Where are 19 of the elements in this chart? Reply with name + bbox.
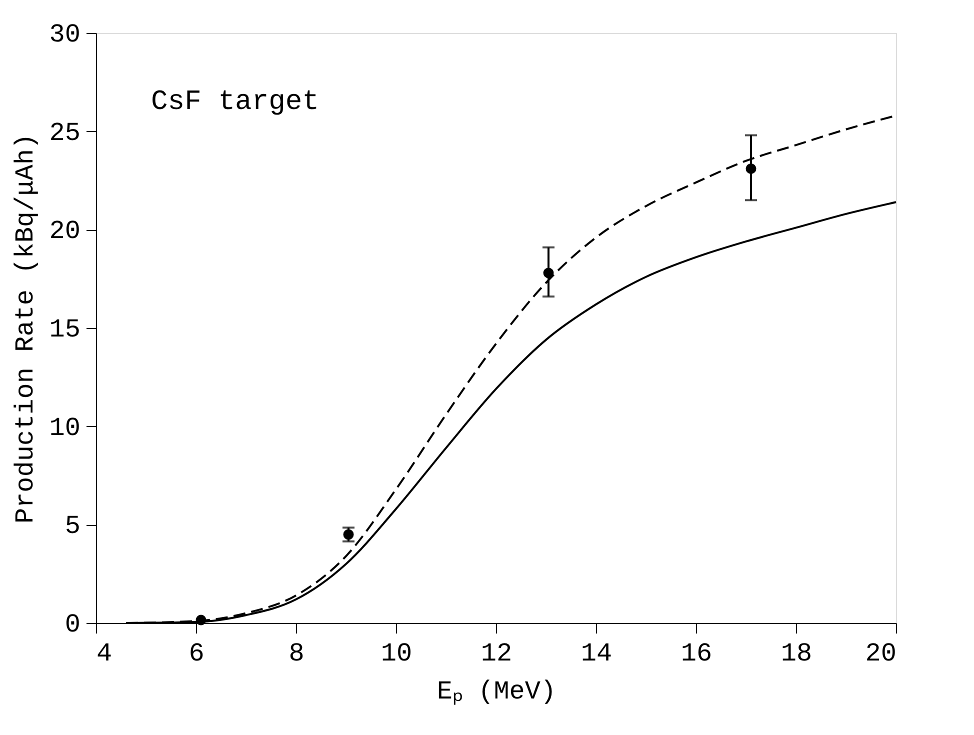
x-tick-label: 12 — [480, 638, 512, 668]
x-tick-label: 16 — [680, 638, 712, 668]
y-tick-label: 5 — [64, 511, 80, 542]
x-tick-label: 10 — [380, 638, 412, 668]
x-tick-label: 20 — [865, 638, 896, 668]
x-tick-label: 18 — [780, 638, 812, 668]
y-tick-label: 25 — [49, 118, 80, 148]
x-tick-label: 4 — [96, 638, 112, 668]
x-axis-title: Eₚ (MeV) — [436, 676, 556, 706]
y-tick-label: 0 — [64, 610, 80, 640]
y-tick-label: 10 — [49, 412, 80, 443]
y-tick-label: 30 — [49, 20, 80, 50]
annotation: CsF target — [151, 87, 320, 118]
y-axis-title: Production Rate (kBq/μAh) — [10, 133, 40, 524]
x-tick-label: 6 — [188, 638, 204, 668]
y-tick-label: 15 — [49, 314, 80, 344]
x-tick-label: 14 — [580, 638, 612, 668]
y-tick-label: 20 — [49, 216, 80, 246]
x-tick-label: 8 — [288, 638, 304, 668]
